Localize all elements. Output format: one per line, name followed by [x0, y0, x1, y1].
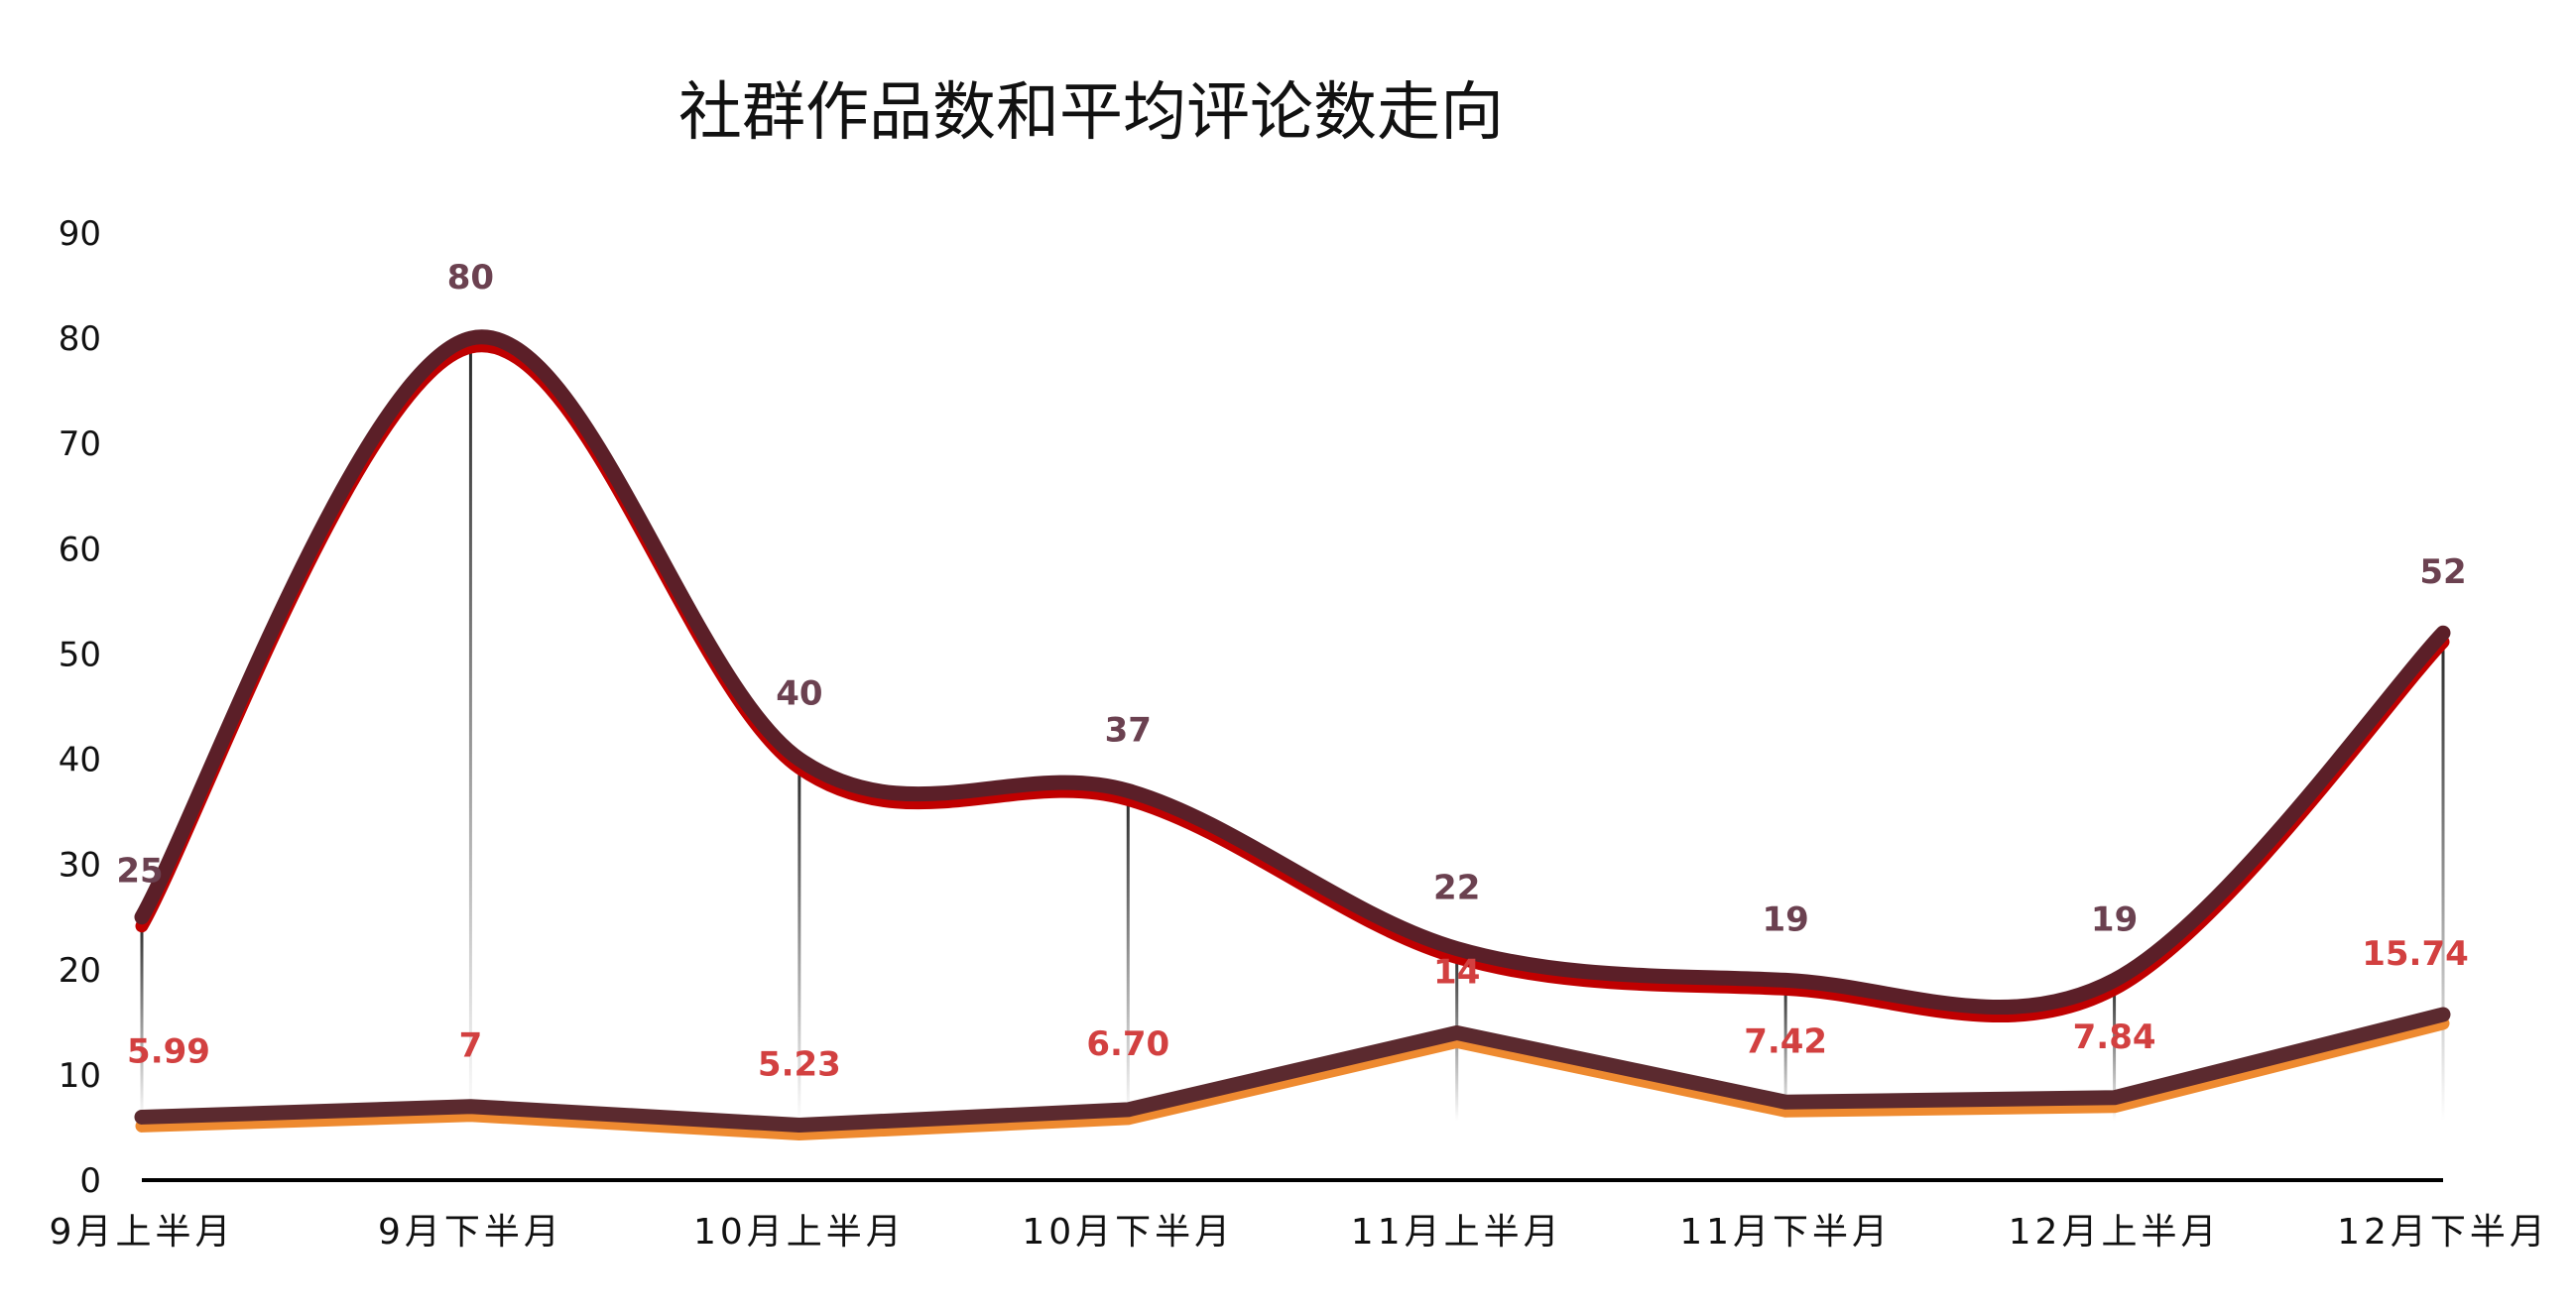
y-tick-label: 90	[59, 214, 101, 254]
y-tick-label: 70	[59, 424, 101, 464]
y-tick-label: 60	[59, 530, 101, 569]
y-tick-label: 20	[59, 951, 101, 991]
drop-line	[468, 338, 472, 1122]
data-label: 19	[1762, 899, 1808, 939]
x-tick-label: 12月上半月	[2009, 1212, 2221, 1253]
series-line	[134, 329, 2451, 1015]
x-tick-label: 10月上半月	[693, 1212, 906, 1253]
y-tick-label: 40	[59, 741, 101, 780]
series-1	[134, 1007, 2451, 1140]
series-line-edge	[135, 1017, 2450, 1140]
data-label: 15.74	[2362, 934, 2469, 974]
data-label: 80	[447, 258, 494, 298]
data-labels: 25 80 40 37 22 19 19 52 5.99 7 5.23 6.70 14 7.42 7.84 1…	[116, 258, 2468, 1084]
data-label: 22	[1433, 869, 1480, 908]
data-label: 52	[2419, 552, 2466, 592]
x-tick-label: 9月下半月	[378, 1212, 563, 1253]
series-layer	[134, 329, 2451, 1140]
data-label: 19	[2091, 899, 2138, 939]
drop-line	[797, 759, 801, 1121]
data-label: 7.42	[1744, 1021, 1827, 1061]
chart-title: 社群作品数和平均评论数走向	[678, 76, 1504, 150]
series-0	[134, 329, 2451, 1022]
x-axis: 9月上半月 9月下半月 10月上半月 10月下半月 11月上半月 11月下半月 12月上半月…	[50, 1178, 2549, 1253]
y-axis: 0 10 20 30 40 50 60 70 80 90	[59, 214, 101, 1201]
data-label: 37	[1105, 710, 1152, 750]
y-tick-label: 80	[59, 319, 101, 359]
y-tick-label: 50	[59, 635, 101, 674]
data-label: 5.23	[758, 1045, 841, 1085]
y-tick-label: 10	[59, 1056, 101, 1096]
drop-line	[2441, 633, 2445, 1121]
drop-line	[1126, 790, 1130, 1121]
data-label: 5.99	[127, 1031, 210, 1071]
data-label: 25	[116, 852, 163, 892]
series-line-edge	[135, 339, 2450, 1022]
data-label: 6.70	[1086, 1024, 1169, 1064]
drop-line	[1783, 980, 1787, 1121]
y-tick-label: 0	[79, 1161, 101, 1201]
y-tick-label: 30	[59, 846, 101, 886]
drop-line	[2113, 980, 2117, 1121]
data-label: 40	[776, 674, 822, 714]
data-label: 14	[1433, 952, 1480, 992]
data-label: 7.84	[2073, 1017, 2156, 1057]
data-label: 7	[459, 1026, 483, 1066]
x-tick-label: 9月上半月	[50, 1212, 235, 1253]
x-tick-label: 10月下半月	[1022, 1212, 1234, 1253]
x-tick-label: 12月下半月	[2337, 1212, 2549, 1253]
drop-line	[140, 916, 144, 1121]
x-tick-label: 11月下半月	[1679, 1212, 1892, 1253]
x-tick-label: 11月上半月	[1351, 1212, 1563, 1253]
series-line	[134, 1007, 2451, 1133]
